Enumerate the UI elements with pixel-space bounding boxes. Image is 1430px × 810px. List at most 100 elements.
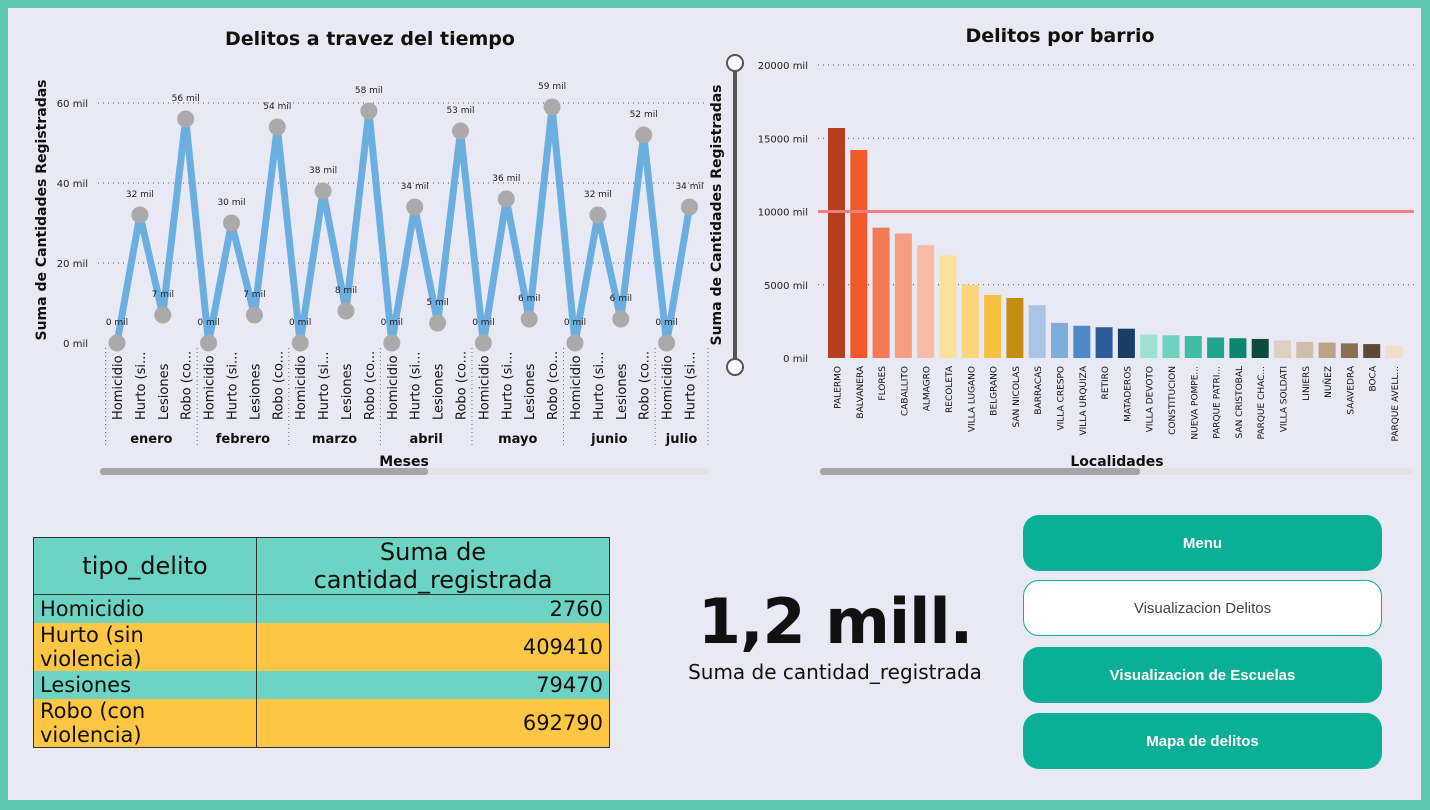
line-chart-y-axis: 60 mil 40 mil 20 mil 0 mil <box>57 99 88 350</box>
bar-chart-plot <box>818 127 1414 359</box>
x-tick-label: ALMAGRO <box>923 366 933 411</box>
data-point <box>177 110 195 128</box>
mapa-delitos-button[interactable]: Mapa de delitos <box>1023 713 1382 769</box>
bar <box>1095 327 1113 358</box>
bar-chart: Suma de Cantidades Registradas Localidad… <box>709 54 1414 475</box>
data-point <box>681 198 698 216</box>
x-tick-label: BALVANERA <box>856 365 866 418</box>
bar <box>828 127 845 359</box>
data-label: 34 mil <box>401 182 429 192</box>
y-tick-label: 20000 mil <box>758 61 808 72</box>
line-chart-plot: 0 mil 32 mil 7 mil 56 mil 0 mil 30 mil 7 mil 54… <box>106 82 704 352</box>
x-tick-label: FLORES <box>878 366 888 401</box>
x-tick-label: Hurto (si... <box>500 352 515 420</box>
x-tick-label: Homicidio <box>661 355 676 420</box>
x-tick-label: PARQUE PATRI... <box>1213 366 1223 439</box>
x-tick-label: VILLA SOLDATI <box>1280 366 1290 432</box>
bar <box>1051 322 1068 358</box>
data-label: 8 mil <box>335 286 357 296</box>
data-point <box>658 334 676 352</box>
data-point <box>520 310 538 328</box>
table-cell-tipo: Robo (con violencia) <box>33 699 257 748</box>
x-tick-label: Lesiones <box>248 363 263 420</box>
table-row: Robo (con violencia) 692790 <box>33 699 610 748</box>
data-point <box>612 310 630 328</box>
data-point <box>268 118 286 136</box>
data-label: 6 mil <box>518 294 540 304</box>
x-tick-label: Lesiones <box>157 363 172 420</box>
data-point <box>635 126 653 144</box>
month-label: abril <box>409 432 442 447</box>
bar <box>1251 338 1269 358</box>
data-point <box>360 102 378 120</box>
x-tick-label: Hurto (si... <box>226 352 241 420</box>
bar <box>872 227 890 358</box>
line-chart: Suma de Cantidades Registradas Meses 60 … <box>34 80 709 475</box>
bar <box>1229 338 1247 358</box>
x-tick-label: Hurto (si... <box>134 352 149 420</box>
table-cell-tipo: Homicidio <box>33 594 257 623</box>
data-point <box>154 306 172 324</box>
y-tick-label: 0 mil <box>783 354 808 365</box>
x-tick-label: BELGRANO <box>990 366 1000 416</box>
data-point <box>223 214 240 232</box>
bar-chart-scrollbar-thumb[interactable] <box>820 468 1140 475</box>
data-label: 59 mil <box>538 82 566 92</box>
table-header-suma[interactable]: Suma de cantidad_registrada <box>256 537 610 595</box>
x-tick-label: VILLA CRESPO <box>1057 366 1067 431</box>
data-label: 0 mil <box>106 318 128 328</box>
bar <box>939 255 957 358</box>
data-label: 34 mil <box>675 182 703 192</box>
data-label: 36 mil <box>492 174 520 184</box>
data-label: 0 mil <box>197 318 219 328</box>
x-tick-label: BARRACAS <box>1034 366 1044 415</box>
data-point <box>383 334 401 352</box>
bar <box>1274 340 1291 358</box>
table-header-tipo-delito[interactable]: tipo_delito <box>33 537 257 595</box>
visualizacion-delitos-button[interactable]: Visualizacion Delitos <box>1023 580 1382 636</box>
x-tick-label: MATADEROS <box>1123 366 1133 422</box>
month-label: mayo <box>498 432 537 447</box>
data-label: 32 mil <box>126 190 154 200</box>
data-label: 5 mil <box>426 298 448 308</box>
data-point <box>474 334 492 352</box>
x-tick-label: Robo (co... <box>638 351 653 420</box>
bar <box>1140 334 1158 358</box>
data-label: 58 mil <box>355 86 383 96</box>
data-label: 38 mil <box>309 166 337 176</box>
bar-chart-ylabel: Suma de Cantidades Registradas <box>709 85 725 346</box>
x-tick-label: RECOLETA <box>945 365 955 413</box>
data-point <box>566 334 584 352</box>
bar <box>1184 336 1202 358</box>
x-tick-label: BOCA <box>1369 365 1379 391</box>
x-tick-label: Hurto (si... <box>409 352 424 420</box>
visualizacion-escuelas-button[interactable]: Visualizacion de Escuelas <box>1023 647 1382 703</box>
y-range-slider-bottom-handle[interactable] <box>726 358 744 376</box>
month-label: febrero <box>216 432 270 447</box>
data-point <box>314 182 332 200</box>
data-point <box>337 302 355 320</box>
data-point <box>452 122 469 140</box>
line-chart-title: Delitos a travez del tiempo <box>225 28 515 50</box>
data-label: 53 mil <box>446 106 474 116</box>
table-row: Hurto (sin violencia) 409410 <box>33 623 610 671</box>
table-header-row: tipo_delito Suma de cantidad_registrada <box>33 537 610 595</box>
y-range-slider-top-handle[interactable] <box>726 54 744 72</box>
month-label: marzo <box>312 432 357 447</box>
menu-button[interactable]: Menu <box>1023 515 1382 571</box>
x-tick-label: Homicidio <box>569 355 584 420</box>
x-tick-label: Lesiones <box>615 363 630 420</box>
data-label: 0 mil <box>289 318 311 328</box>
bar <box>961 284 979 358</box>
data-point <box>406 198 424 216</box>
table-cell-tipo: Hurto (sin violencia) <box>33 623 257 671</box>
line-chart-scrollbar-thumb[interactable] <box>100 468 428 475</box>
x-tick-label: SAN NICOLAS <box>1012 366 1022 428</box>
bar <box>1296 341 1314 358</box>
bar <box>1318 342 1336 358</box>
data-label: 30 mil <box>217 198 245 208</box>
table-row: Homicidio 2760 <box>33 594 610 623</box>
x-tick-label: NUÑEZ <box>1323 366 1334 398</box>
x-tick-label: PARQUE AVELL... <box>1391 366 1401 442</box>
line-chart-xlabel: Meses <box>379 454 429 470</box>
